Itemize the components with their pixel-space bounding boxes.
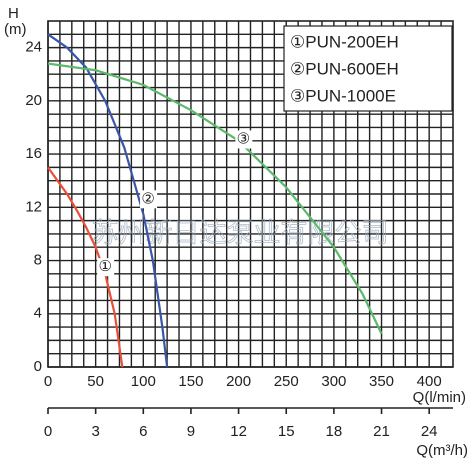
curve-label: ① [98, 258, 111, 275]
curve-label: ② [141, 190, 154, 207]
x-tick-label: 50 [87, 373, 104, 390]
x-tick-label: 350 [369, 373, 394, 390]
y-tick-label: 24 [25, 39, 42, 56]
legend-entry: ①PUN-200EH [290, 32, 399, 51]
x-tick-label: 300 [321, 373, 346, 390]
curve [47, 33, 169, 368]
y-tick-label: 8 [34, 252, 42, 269]
x2-tick-label: 3 [91, 423, 99, 440]
x2-tick-label: 21 [373, 423, 390, 440]
x2-tick-label: 0 [44, 423, 52, 440]
curve-label-bg [97, 258, 115, 277]
y-tick-label: 0 [34, 358, 42, 375]
legend-entry: ②PUN-600EH [290, 59, 399, 78]
x2-tick-label: 15 [278, 423, 295, 440]
legend-box [283, 25, 453, 112]
x2-tick-label: 18 [326, 423, 343, 440]
x-tick-label: 400 [417, 373, 442, 390]
curve-label-bg [235, 130, 253, 149]
y-tick-label: 12 [25, 198, 42, 215]
y-axis-title: H [8, 5, 19, 22]
x2-tick-label: 9 [187, 423, 195, 440]
curve [47, 166, 124, 368]
x2-tick-label: 24 [421, 423, 438, 440]
x2-tick-label: 6 [139, 423, 147, 440]
x-tick-label: 200 [226, 373, 251, 390]
x-tick-label: 100 [131, 373, 156, 390]
x2-axis-title: Q(m³/h) [416, 442, 468, 459]
x-tick-label: 0 [44, 373, 52, 390]
y-tick-label: 16 [25, 145, 42, 162]
y-tick-label: 4 [34, 305, 42, 322]
curve-label: ③ [237, 130, 250, 147]
y-tick-label: 20 [25, 92, 42, 109]
y-axis-unit: (m) [4, 21, 27, 38]
x-tick-label: 250 [274, 373, 299, 390]
legend-entry: ③PUN-1000E [290, 86, 396, 105]
x-axis-title: Q(l/min) [413, 389, 466, 406]
watermark: 苏州新日达泵业有限公司 [92, 218, 389, 248]
curve-label-bg [140, 190, 158, 209]
x2-tick-label: 12 [230, 423, 247, 440]
x-tick-label: 150 [178, 373, 203, 390]
